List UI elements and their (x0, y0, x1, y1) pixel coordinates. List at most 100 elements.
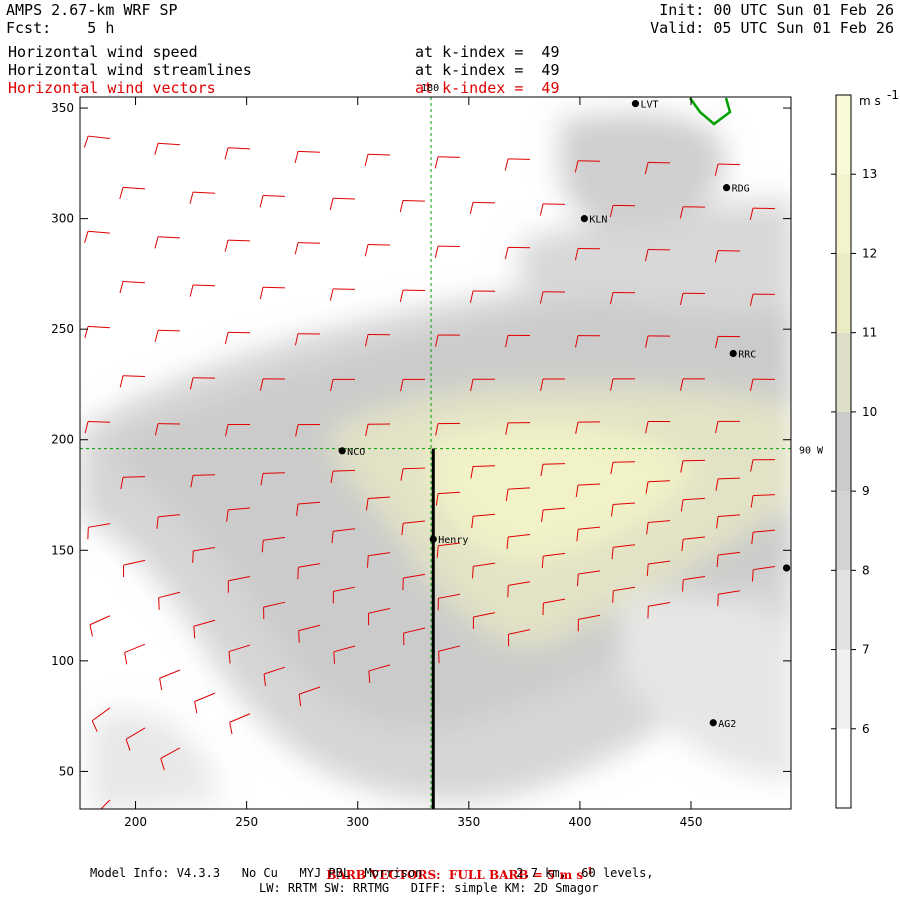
wind-barb (160, 747, 181, 771)
y-tick-label: 100 (51, 654, 74, 668)
wind-barb-flag (575, 421, 579, 434)
wind-barb (504, 158, 531, 171)
barb-note: BARB VECTORS: FULL BARB = 5 m s-1 (318, 851, 593, 882)
wind-barb-flag (84, 326, 89, 339)
wind-barb-flag (263, 673, 266, 687)
station-dot (722, 184, 731, 192)
x-tick-label: 300 (346, 815, 369, 829)
barb-note-sup: -1 (583, 867, 594, 877)
y-tick-label: 250 (51, 322, 74, 336)
wind-barb-staff (333, 645, 356, 653)
colorbar-unit-sup: -1 (887, 88, 899, 102)
wind-barb-flag (400, 379, 404, 392)
wind-barb (125, 727, 146, 751)
wind-barb-staff (298, 563, 321, 568)
wind-barb-staff (578, 570, 601, 575)
wind-barb-staff (122, 375, 146, 377)
wind-barb (365, 496, 391, 511)
wind-barb-flag (470, 379, 474, 392)
wind-barb (295, 423, 321, 437)
wind-barb (298, 686, 321, 707)
wind-barb-flag (189, 377, 194, 390)
wind-barb (364, 153, 391, 167)
wind-barb-flag (434, 245, 439, 258)
wind-barb (154, 329, 181, 342)
wind-barb-staff (368, 664, 391, 672)
wind-barb (471, 513, 496, 529)
wind-barb-flag (645, 481, 649, 494)
wind-barb-flag (298, 694, 302, 707)
wind-barb-flag (749, 379, 754, 391)
wind-barb (229, 713, 251, 735)
wind-barb (84, 420, 111, 434)
wind-barb (575, 421, 601, 434)
wind-barb (402, 573, 426, 591)
wind-barb-staff (578, 614, 601, 620)
wind-barb-flag (119, 281, 124, 294)
wind-barb (296, 501, 321, 516)
wind-barb-flag (715, 421, 719, 434)
wind-barb-staff (543, 598, 566, 604)
wind-barb-flag (120, 477, 124, 490)
wind-barb-staff (613, 586, 636, 592)
colorbar-segment (836, 95, 851, 175)
model-info-line-1: Model Info: V4.3.3 No Cu MYJ PBL Morriso… (90, 866, 654, 880)
colorbar-tick-label: 10 (862, 405, 877, 419)
wind-barb-flag (435, 493, 439, 506)
wind-barb (469, 201, 496, 215)
wind-barb-staff (648, 520, 671, 523)
wind-barb (505, 334, 531, 348)
wind-barb (194, 692, 216, 714)
wind-barb (715, 420, 741, 434)
y-tick-label: 200 (51, 433, 74, 447)
wind-barb (574, 160, 601, 173)
wind-barb-flag (435, 334, 439, 347)
wind-barb (154, 142, 181, 155)
wind-barb (83, 135, 111, 148)
wind-barb-staff (158, 591, 181, 599)
wind-barb (120, 476, 146, 490)
colorbar-tick-label: 13 (862, 167, 877, 181)
wind-barb (332, 586, 356, 604)
wind-barb (750, 494, 776, 508)
wind-barb-staff (159, 669, 181, 679)
wind-barb (436, 542, 461, 558)
wind-barb-staff (508, 581, 531, 586)
wind-barb (470, 465, 496, 479)
colorbar-tick-label: 8 (862, 563, 870, 577)
wind-barb-flag (575, 335, 579, 348)
wind-barb (294, 242, 321, 255)
wind-barb-staff (262, 286, 286, 289)
wind-barb-flag (154, 143, 159, 155)
wind-barb-flag (89, 624, 94, 637)
wind-barb (472, 562, 496, 579)
wind-barb-flag (680, 378, 684, 391)
wind-barb (644, 335, 671, 348)
y-tick-label: 50 (59, 764, 74, 778)
wind-barb-staff (717, 163, 741, 166)
wind-barb-flag (750, 459, 754, 472)
wind-barb (645, 480, 671, 494)
station-label: RRC (738, 349, 756, 360)
wind-barb-flag (749, 207, 754, 220)
wind-barb (192, 547, 216, 563)
wind-barb-staff (263, 601, 286, 608)
wind-barb-flag (644, 335, 649, 348)
wind-barb-staff (229, 713, 251, 723)
wind-barb-flag (540, 464, 544, 477)
wind-barb (647, 601, 671, 619)
wind-barb-flag (610, 378, 614, 391)
wind-barb-staff (123, 281, 146, 284)
wind-barb-flag (225, 424, 229, 437)
wind-barb (227, 575, 251, 593)
wind-barb (91, 707, 111, 732)
wind-barb-staff (473, 513, 496, 517)
wind-barb (542, 598, 566, 616)
wind-barb-staff (332, 197, 356, 200)
wind-barb (400, 467, 426, 481)
wind-barb (609, 204, 636, 218)
wind-barb (749, 293, 776, 306)
wind-barb (368, 664, 391, 683)
wind-barb (435, 491, 461, 506)
wind-barb (364, 334, 391, 347)
